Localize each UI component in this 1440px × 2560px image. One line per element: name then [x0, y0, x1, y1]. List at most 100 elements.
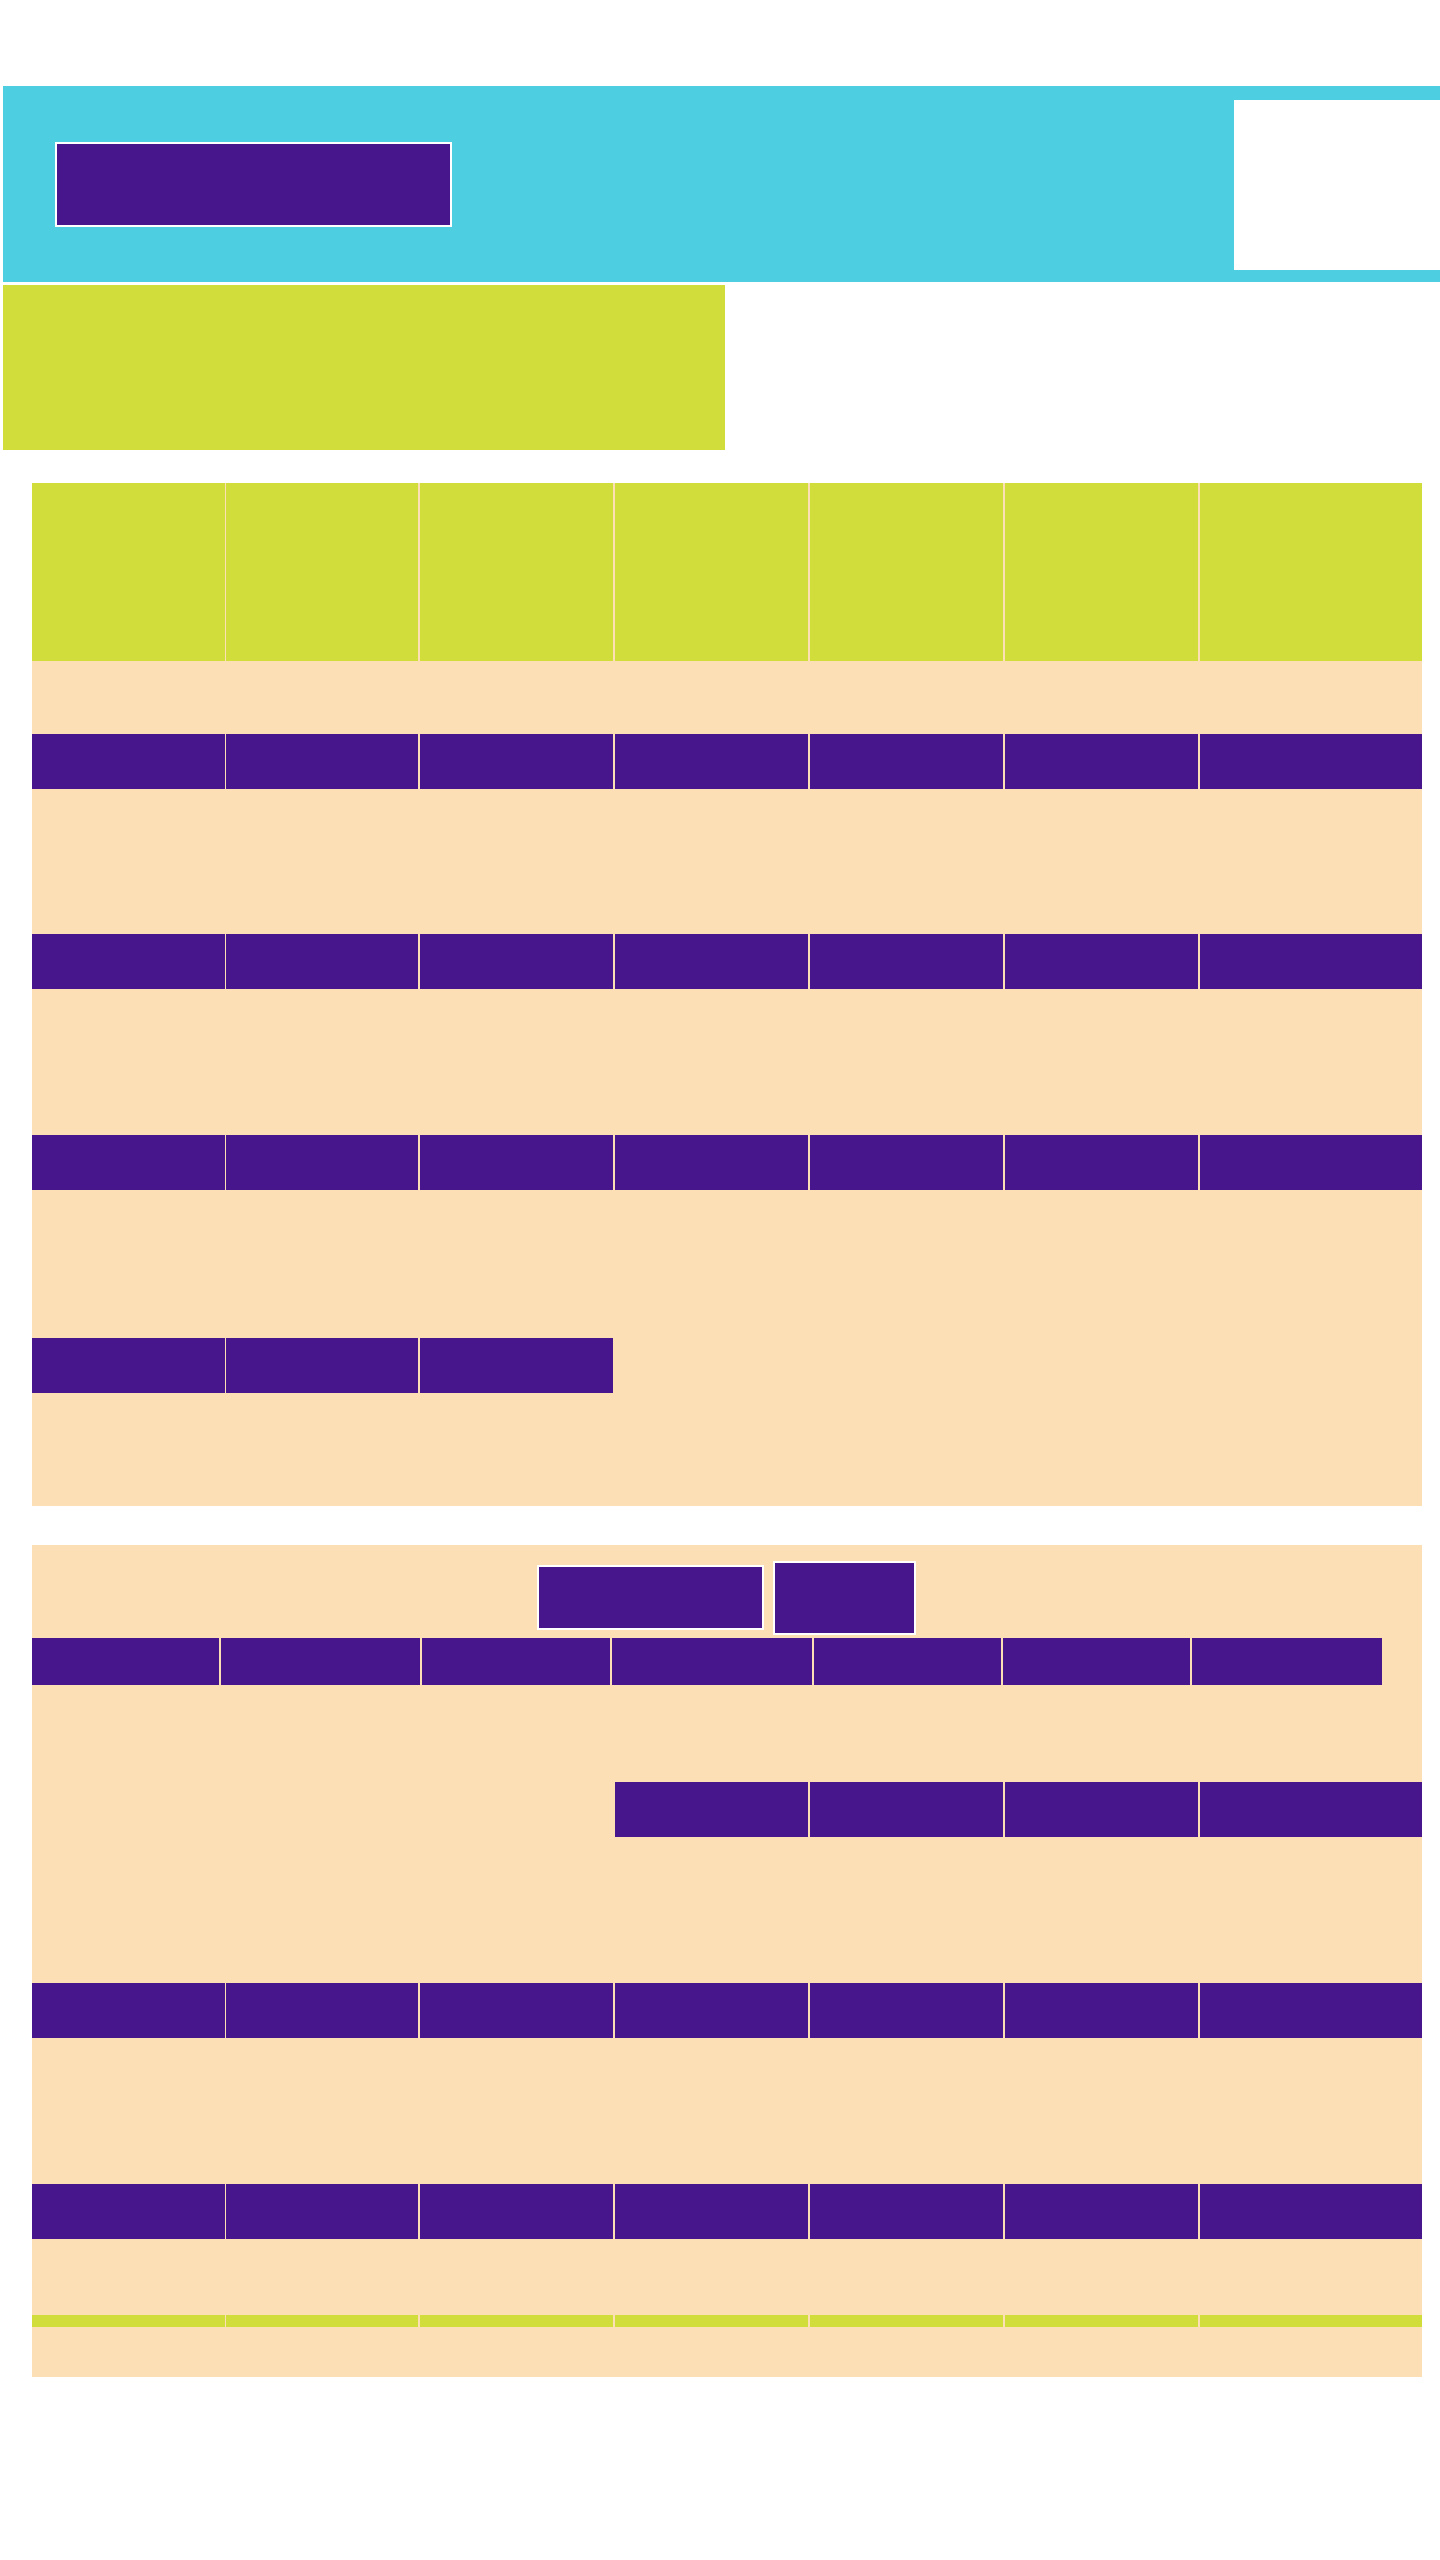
weekday-header-label: [615, 483, 808, 495]
day-cell[interactable]: [32, 1135, 225, 1190]
day-cell-label: [226, 1135, 418, 1147]
day-cell[interactable]: [420, 1338, 613, 1393]
day-cell[interactable]: [32, 1338, 225, 1393]
day-cell[interactable]: [1200, 2184, 1422, 2239]
day-cell[interactable]: [32, 734, 225, 789]
day-cell[interactable]: [810, 2184, 1003, 2239]
weekday-header-label: [1003, 1638, 1190, 1650]
day-cell[interactable]: [226, 1338, 418, 1393]
day-cell[interactable]: [1200, 1782, 1422, 1837]
day-cell-label: [810, 934, 1003, 946]
day-cell[interactable]: [615, 734, 808, 789]
day-cell-label: [1200, 1782, 1422, 1794]
footer-strip-cell: [810, 2315, 1003, 2327]
weekday-header-label: [32, 483, 225, 495]
day-cell[interactable]: [1200, 734, 1422, 789]
weekday-header-label: [32, 1638, 219, 1650]
title-button-label: [63, 179, 444, 191]
weekday-header-label: [420, 483, 613, 495]
day-cell-label: [1200, 1135, 1422, 1147]
day-cell-label: [420, 2184, 613, 2196]
day-cell-label: [420, 1338, 613, 1350]
day-cell-label: [810, 2184, 1003, 2196]
day-cell[interactable]: [226, 1135, 418, 1190]
day-cell-label: [1200, 734, 1422, 746]
day-cell[interactable]: [615, 1983, 808, 2038]
day-cell[interactable]: [1005, 934, 1198, 989]
day-cell-label: [226, 1983, 418, 1995]
day-cell-label: [32, 934, 225, 946]
day-cell-label: [1200, 2184, 1422, 2196]
month-selector-button[interactable]: [537, 1565, 764, 1630]
weekday-header: [422, 1638, 610, 1685]
weekday-header: [221, 1638, 420, 1685]
day-cell[interactable]: [32, 2184, 225, 2239]
day-cell[interactable]: [1005, 734, 1198, 789]
day-cell[interactable]: [1200, 1135, 1422, 1190]
weekday-header-label: [1005, 483, 1198, 495]
day-cell-label: [226, 734, 418, 746]
day-cell-label: [1005, 934, 1198, 946]
day-cell[interactable]: [1200, 934, 1422, 989]
day-cell[interactable]: [1005, 1135, 1198, 1190]
day-cell[interactable]: [226, 2184, 418, 2239]
day-cell-label: [615, 1782, 808, 1794]
day-cell[interactable]: [420, 2184, 613, 2239]
footer-strip-cell-label: [1005, 2315, 1198, 2327]
day-cell[interactable]: [810, 734, 1003, 789]
day-cell-label: [32, 1983, 225, 1995]
day-cell-label: [32, 1135, 225, 1147]
weekday-header: [814, 1638, 1001, 1685]
day-cell[interactable]: [615, 934, 808, 989]
day-cell[interactable]: [810, 1983, 1003, 2038]
day-cell[interactable]: [420, 734, 613, 789]
footer-strip-cell: [615, 2315, 808, 2327]
footer-strip-cell-label: [810, 2315, 1003, 2327]
day-cell[interactable]: [32, 934, 225, 989]
day-cell[interactable]: [1200, 1983, 1422, 2038]
day-cell[interactable]: [615, 1135, 808, 1190]
footer-strip-cell-label: [420, 2315, 613, 2327]
weekday-header-label: [1200, 483, 1422, 495]
year-label: [781, 1592, 908, 1604]
day-cell-label: [226, 934, 418, 946]
day-cell[interactable]: [615, 1782, 808, 1837]
day-cell-label: [810, 1782, 1003, 1794]
day-cell[interactable]: [1005, 1983, 1198, 2038]
day-cell-label: [810, 1135, 1003, 1147]
day-cell-label: [420, 934, 613, 946]
weekday-header: [32, 483, 225, 661]
day-cell[interactable]: [1005, 2184, 1198, 2239]
day-cell[interactable]: [226, 1983, 418, 2038]
day-cell-label: [615, 2184, 808, 2196]
day-cell-label: [32, 1338, 225, 1350]
day-cell-label: [810, 1983, 1003, 1995]
day-cell[interactable]: [420, 934, 613, 989]
day-cell[interactable]: [32, 1983, 225, 2038]
day-cell[interactable]: [810, 1135, 1003, 1190]
day-cell[interactable]: [420, 1135, 613, 1190]
day-cell[interactable]: [810, 934, 1003, 989]
weekday-header: [810, 483, 1003, 661]
day-cell[interactable]: [226, 934, 418, 989]
footer-strip-cell-label: [32, 2315, 225, 2327]
day-cell[interactable]: [810, 1782, 1003, 1837]
banner: [3, 285, 725, 450]
day-cell-label: [810, 734, 1003, 746]
day-cell[interactable]: [1005, 1782, 1198, 1837]
year-selector-button[interactable]: [773, 1561, 916, 1635]
day-cell-label: [1005, 1135, 1198, 1147]
footer-strip-cell: [1200, 2315, 1422, 2327]
day-cell-label: [1005, 1983, 1198, 1995]
day-cell[interactable]: [226, 734, 418, 789]
weekday-header-label: [226, 483, 418, 495]
weekday-header: [1003, 1638, 1190, 1685]
weekday-header: [1192, 1638, 1382, 1685]
weekday-header-label: [221, 1638, 420, 1650]
title-button[interactable]: [55, 142, 452, 227]
weekday-header: [420, 483, 613, 661]
footer-strip-cell-label: [615, 2315, 808, 2327]
day-cell[interactable]: [420, 1983, 613, 2038]
weekday-header-label: [612, 1638, 812, 1650]
day-cell[interactable]: [615, 2184, 808, 2239]
